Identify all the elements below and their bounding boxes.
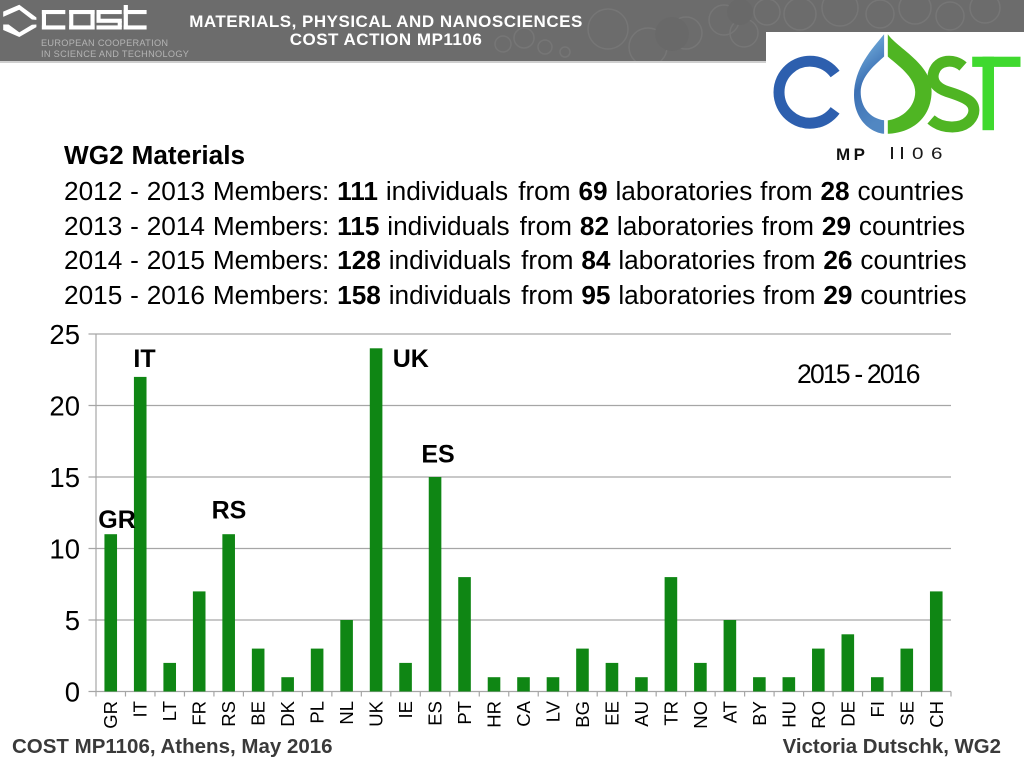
svg-text:15: 15 [49, 462, 80, 493]
svg-text:AT: AT [719, 701, 740, 723]
svg-text:RO: RO [808, 701, 829, 729]
svg-text:LV: LV [542, 700, 563, 722]
svg-text:DE: DE [837, 701, 858, 727]
svg-text:RS: RS [212, 497, 247, 525]
svg-text:GR: GR [100, 701, 121, 729]
svg-text:5: 5 [65, 605, 80, 636]
svg-text:UK: UK [393, 345, 429, 373]
svg-text:25: 25 [49, 319, 80, 350]
svg-text:HR: HR [484, 701, 505, 728]
svg-text:NL: NL [336, 701, 357, 725]
svg-text:FI: FI [867, 701, 888, 717]
svg-text:0: 0 [65, 677, 80, 708]
svg-text:FR: FR [189, 701, 210, 726]
svg-text:CA: CA [513, 700, 534, 726]
svg-text:AU: AU [631, 701, 652, 727]
svg-text:IT: IT [130, 701, 151, 717]
svg-text:20: 20 [49, 391, 80, 422]
svg-text:NO: NO [690, 701, 711, 729]
svg-text:PL: PL [307, 701, 328, 724]
svg-text:RS: RS [218, 701, 239, 727]
svg-text:EE: EE [601, 701, 622, 726]
svg-text:ES: ES [425, 701, 446, 726]
svg-text:10: 10 [49, 534, 80, 565]
svg-text:BG: BG [572, 701, 593, 728]
svg-text:2015 - 2016: 2015 - 2016 [797, 359, 920, 389]
svg-text:DK: DK [277, 700, 298, 726]
svg-text:ES: ES [421, 441, 454, 469]
svg-text:IE: IE [395, 701, 416, 718]
svg-text:PT: PT [454, 701, 475, 725]
svg-text:BY: BY [749, 701, 770, 726]
svg-text:IT: IT [133, 345, 155, 373]
svg-text:GR: GR [98, 506, 136, 534]
svg-text:CH: CH [926, 701, 947, 728]
svg-text:BE: BE [248, 701, 269, 726]
svg-text:TR: TR [660, 701, 681, 726]
svg-text:SE: SE [896, 701, 917, 726]
svg-text:LT: LT [159, 701, 180, 721]
svg-text:HU: HU [778, 701, 799, 728]
svg-text:UK: UK [366, 700, 387, 726]
